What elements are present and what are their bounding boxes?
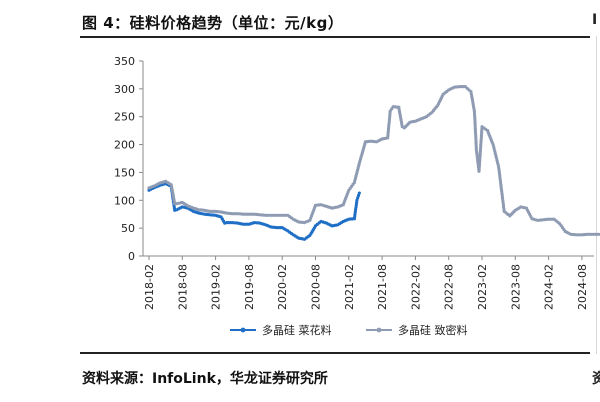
title-rule [80, 36, 590, 38]
series-point [477, 165, 481, 169]
x-tick-label: 2022-02 [409, 264, 422, 310]
legend-swatch-dot [376, 327, 382, 333]
legend-label: 多晶硅 致密料 [398, 323, 468, 337]
series-point [500, 194, 504, 198]
series-point [501, 203, 505, 207]
series-point [387, 118, 391, 122]
x-tick-label: 2021-02 [343, 264, 356, 310]
series-point [386, 134, 390, 138]
price-trend-chart: 0 50 100 150 200 250 300 350 2018-02 2018-08 2019-… [114, 55, 600, 337]
right-column-border [596, 36, 597, 354]
x-tick-label: 2024-08 [576, 264, 589, 310]
x-tick-label: 2019-02 [210, 264, 223, 310]
y-tick-label: 200 [114, 139, 135, 152]
series-point [478, 158, 482, 162]
y-tick-label: 350 [114, 55, 135, 68]
y-tick-label: 300 [114, 83, 135, 96]
x-tick-label: 2019-08 [243, 264, 256, 310]
figure-title: 图 4：硅料价格趋势（单位：元/kg） [82, 14, 344, 32]
x-tick-label: 2020-08 [310, 264, 323, 310]
series-line [148, 85, 600, 236]
y-tick-label: 100 [114, 194, 135, 207]
series-line [148, 182, 361, 241]
series-caihua [147, 182, 361, 241]
legend-label: 多晶硅 菜花料 [262, 323, 332, 337]
source-note: 资料来源：InfoLink，华龙证券研究所 [82, 371, 328, 387]
series-point [479, 134, 483, 138]
x-tick-label: 2023-02 [476, 264, 489, 310]
edge-glyph-top: I [592, 12, 598, 28]
edge-glyph-bottom: 资 [592, 371, 600, 387]
x-tick-label: 2018-02 [143, 264, 156, 310]
series-point [355, 198, 359, 202]
x-tick-label: 2020-02 [276, 264, 289, 310]
x-tick-label: 2018-08 [176, 264, 189, 310]
x-tick-label: 2023-08 [509, 264, 522, 310]
y-tick-label: 50 [121, 222, 135, 235]
series-point [388, 111, 392, 115]
y-tick-label: 0 [128, 250, 135, 263]
series-point [479, 143, 483, 147]
source-rule [80, 352, 590, 354]
x-tick-label: 2022-08 [443, 264, 456, 310]
series-point [356, 193, 361, 198]
x-tick-label: 2024-02 [543, 264, 556, 310]
y-tick-label: 250 [114, 111, 135, 124]
series-point [357, 191, 361, 195]
series-zhimi [147, 85, 600, 237]
y-tick-label: 150 [114, 166, 135, 179]
legend-swatch-dot [240, 327, 246, 333]
series-point [478, 149, 482, 153]
series-point [386, 127, 391, 131]
x-tick-label: 2021-08 [376, 264, 389, 310]
chart-legend: 多晶硅 菜花料 多晶硅 致密料 [230, 323, 468, 337]
